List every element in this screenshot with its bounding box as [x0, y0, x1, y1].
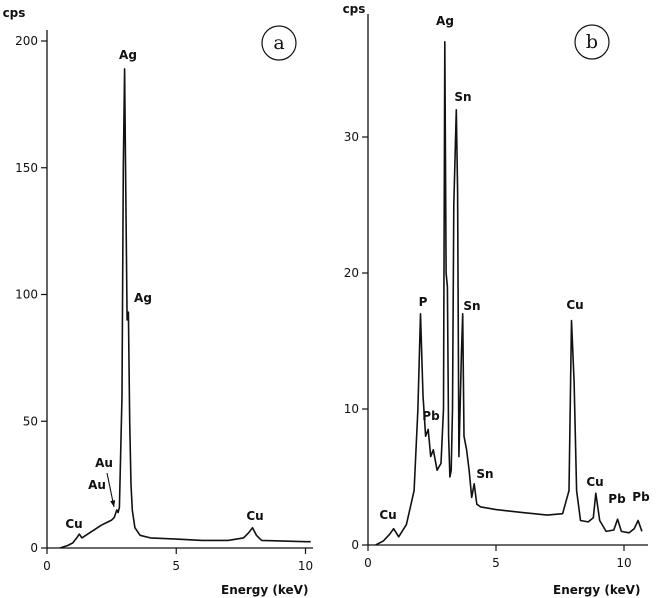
- panel-a-y-tick-label: 200: [15, 34, 38, 48]
- panel-a-y-axis-title: cps: [3, 6, 26, 20]
- panel-b-y-tick-label: 30: [344, 130, 359, 144]
- panel-a-x-axis-title: Energy (keV): [221, 583, 308, 597]
- panel-b-peak-label: Pb: [632, 490, 650, 504]
- panel-b-peak-label: Pb: [608, 492, 626, 506]
- panel-a-y-tick-label: 50: [23, 414, 38, 428]
- panel-b-x-tick-label: 5: [492, 556, 500, 570]
- panel-a-annotation-arrowhead: [110, 500, 116, 507]
- panel-a-peak-label: Au: [88, 478, 106, 492]
- panel-a-spectrum-chart: 0 50 100 150 200 0 5 10 cps Energy (keV) Ag Ag Au Au C…: [3, 6, 314, 597]
- panel-b-spectrum-chart: 0 10 20 30 0 5 10 cps Energy (keV) Ag Sn P Sn Cu Pb Sn C…: [343, 2, 651, 597]
- panel-b-y-tick-label: 0: [351, 538, 359, 552]
- panel-b-peak-label: Sn: [476, 467, 493, 481]
- panel-b-x-tick-label: 10: [616, 556, 631, 570]
- panel-a-peak-label: Au: [95, 456, 113, 470]
- panel-a-y-tick-label: 150: [15, 161, 38, 175]
- panel-a-x-tick-label: 5: [172, 559, 180, 573]
- panel-a-axes: [46, 30, 313, 549]
- panel-b-x-axis-title: Energy (keV): [553, 583, 640, 597]
- panel-b-spectrum-line: [375, 41, 643, 546]
- panel-b-y-axis-title: cps: [343, 2, 366, 16]
- panel-b-peak-label: Sn: [454, 90, 471, 104]
- panel-b-x-tick-label: 0: [364, 556, 372, 570]
- panel-a-badge-circle: [261, 25, 297, 61]
- panel-b-badge-circle: [574, 24, 610, 60]
- panel-a-x-tick-label: 0: [43, 559, 51, 573]
- panel-a-spectrum-line: [59, 68, 311, 549]
- panel-a-peak-label: Cu: [246, 509, 263, 523]
- panel-b-peak-label: P: [419, 295, 428, 309]
- panel-b-peak-label: Sn: [463, 299, 480, 313]
- panel-b-badge-label: b: [586, 31, 598, 53]
- panel-b-peak-label: Pb: [422, 409, 440, 423]
- panel-a-peak-label: Ag: [134, 291, 152, 305]
- panel-a-peak-label: Cu: [65, 517, 82, 531]
- panel-b-peak-label: Cu: [586, 475, 603, 489]
- panel-a-x-tick-label: 10: [298, 559, 313, 573]
- panel-a-y-tick-label: 100: [15, 288, 38, 302]
- panel-b-peak-label: Ag: [436, 14, 454, 28]
- panel-b-y-tick-label: 20: [344, 266, 359, 280]
- panel-a-y-tick-label: 0: [30, 541, 38, 555]
- panel-a-peak-label: Ag: [119, 48, 137, 62]
- panel-b-peak-label: Cu: [379, 508, 396, 522]
- panel-b-peak-label: Cu: [566, 298, 583, 312]
- panel-a-badge-label: a: [273, 32, 284, 54]
- panel-b-axes: [367, 14, 648, 546]
- panel-b-y-tick-label: 10: [344, 402, 359, 416]
